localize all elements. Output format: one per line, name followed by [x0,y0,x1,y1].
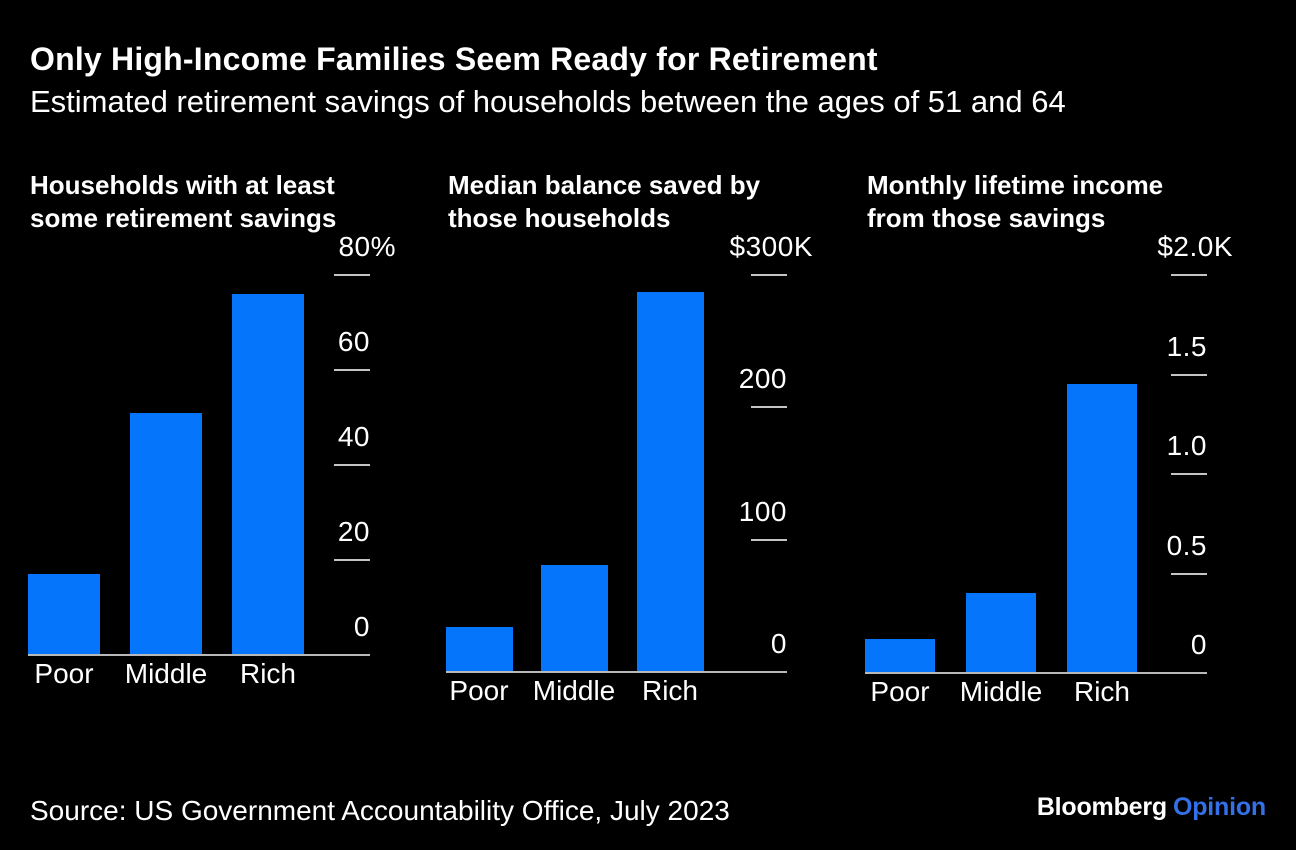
plot-area [865,275,1155,673]
y-tick-label: 0 [770,628,787,659]
y-tick-label: $2.0K [1157,231,1233,262]
chart-title: Median balance saved by those households [448,169,760,235]
x-label-rich: Rich [641,675,699,706]
opinion-wordmark: Opinion [1172,793,1266,821]
bloomberg-opinion-logo: Bloomberg Opinion [1037,793,1266,822]
y-tick-label: 200 [738,363,787,395]
chart-title-line-1: Median balance saved by [448,170,761,200]
tick-dash [751,406,787,409]
bar-middle [130,412,202,655]
y-tick-label: 0.5 [1166,529,1207,561]
bar-rich [637,292,704,672]
bloomberg-wordmark: Bloomberg [1036,793,1167,821]
tick-dash [1171,373,1207,376]
x-label-poor: Poor [34,658,94,689]
y-tick-label: 80% [338,231,396,262]
x-label-rich: Rich [239,658,297,689]
plot-area [28,275,328,655]
bar-middle [966,593,1036,673]
tick-dash [334,559,370,561]
bar-rich [1067,384,1137,673]
bar-poor [865,639,935,673]
tick-dash [1171,572,1207,575]
chart-title: Monthly lifetime income from those savin… [867,169,1163,235]
y-tick-label: 1.0 [1166,430,1207,461]
x-label-poor: Poor [870,676,930,707]
chart-title-line-1: Households with at least [30,170,335,200]
x-label-middle: Middle [959,676,1043,707]
y-tick-label: 1.5 [1166,330,1207,362]
tick-dash [751,274,787,276]
x-label-middle: Middle [124,658,208,689]
y-tick-label: 40 [337,421,370,452]
tick-dash [751,538,787,541]
page-subtitle: Estimated retirement savings of househol… [30,84,1066,119]
chart-title-line-2: those households [448,203,671,233]
y-tick-label: 0 [353,611,370,642]
tick-dash [1171,473,1207,475]
chart-title-line-1: Monthly lifetime income [867,170,1164,200]
y-tick-label: 60 [337,326,370,357]
source-note: Source: US Government Accountability Off… [30,795,730,826]
chart-title: Households with at least some retirement… [30,169,336,235]
x-label-poor: Poor [449,675,509,706]
bar-middle [541,564,608,672]
chart-title-line-2: from those savings [867,203,1106,233]
page-title: Only High-Income Families Seem Ready for… [30,41,878,77]
chart-title-line-2: some retirement savings [30,203,337,233]
bar-poor [28,574,100,655]
y-tick-label: $300K [729,231,813,262]
y-tick-label: 0 [1190,629,1207,660]
x-axis-line [865,672,1207,674]
y-tick-label: 100 [738,495,787,527]
x-axis-line [446,671,787,673]
plot-area [446,275,726,672]
tick-dash [334,369,370,371]
tick-dash [334,274,370,276]
tick-dash [334,464,370,466]
y-axis: $300K 200 100 0 [446,231,813,672]
x-axis-line [28,654,370,656]
y-axis: 80% 60 40 20 0 [28,231,396,655]
y-axis: $2.0K 1.5 1.0 0.5 0 [865,231,1232,673]
bar-rich [232,294,304,655]
x-label-rich: Rich [1073,676,1131,707]
x-label-middle: Middle [532,675,616,706]
bar-poor [446,627,513,672]
tick-dash [1171,274,1207,276]
y-tick-label: 20 [337,516,370,547]
